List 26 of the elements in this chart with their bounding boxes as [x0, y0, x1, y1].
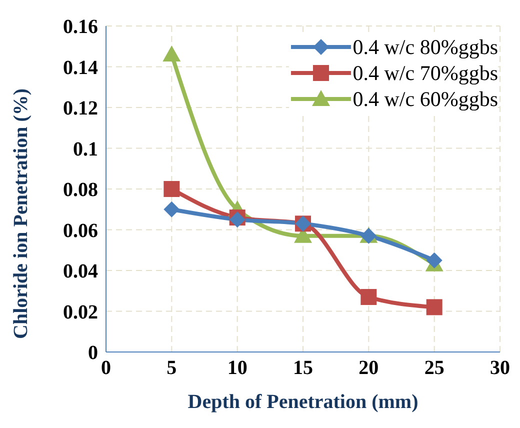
y-tick-label: 0.16 — [63, 16, 98, 38]
x-tick-label: 10 — [227, 357, 248, 380]
point — [164, 181, 180, 197]
x-tick-label: 15 — [293, 357, 313, 380]
y-tick-label: 0 — [88, 342, 98, 364]
y-tick-label: 0.12 — [63, 98, 98, 120]
y-tick-label: 0.1 — [73, 138, 98, 160]
y-tick-label: 0.02 — [63, 301, 98, 324]
point — [162, 46, 181, 62]
point — [426, 252, 442, 268]
x-tick-label: 30 — [490, 357, 510, 380]
x-tick-label: 25 — [424, 357, 444, 380]
x-tick-label: 20 — [358, 357, 379, 380]
point — [360, 288, 377, 305]
y-tick-label: 0.14 — [63, 56, 98, 79]
x-tick-label: 5 — [166, 357, 177, 380]
y-axis-title: Chloride ion Penetration (%) — [10, 88, 32, 339]
legend-label: 0.4 w/c 60%ggbs — [352, 86, 498, 112]
legend-label: 0.4 w/c 70%ggbs — [352, 60, 498, 86]
point — [426, 299, 442, 316]
y-tick-label: 0.08 — [63, 179, 98, 202]
x-axis-title: Depth of Penetration (mm) — [188, 391, 418, 413]
y-tick-label: 0.04 — [63, 260, 98, 283]
point — [164, 201, 180, 218]
legend-label: 0.4 w/c 80%ggbs — [352, 34, 498, 60]
y-tick-label: 0.06 — [63, 220, 98, 242]
